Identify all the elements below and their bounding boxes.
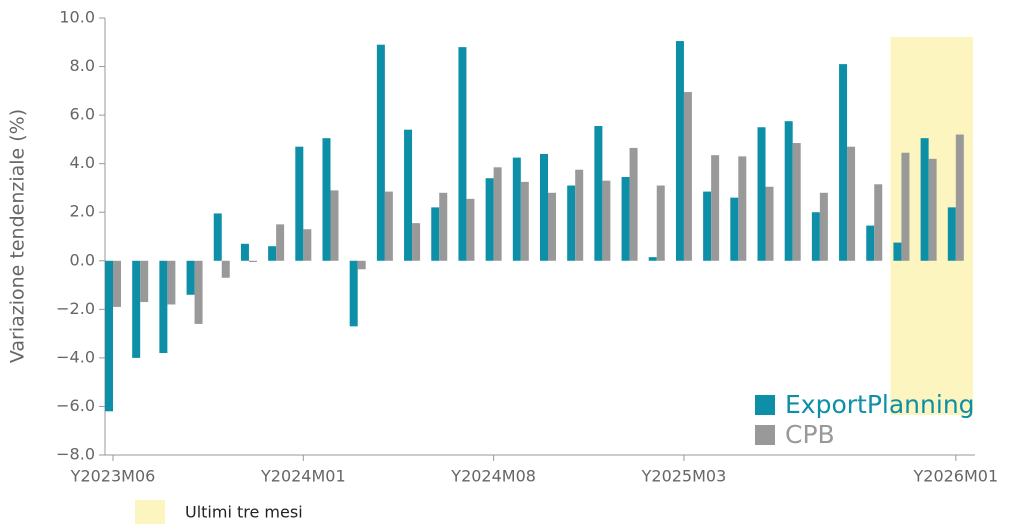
bar [303,229,312,261]
bar [186,260,195,295]
bar [194,260,203,324]
bar [675,41,684,261]
legend-swatch [755,395,775,415]
legend-label: CPB [785,420,835,449]
y-tick-label: 4.0 [70,153,95,172]
bar [703,191,712,261]
bar [376,44,385,261]
bar [683,92,692,261]
bar [268,246,277,261]
bar [276,224,285,261]
y-axis-label: Variazione tendenziale (%) [7,109,29,363]
bar [947,207,956,261]
x-tick-label: Y2023M06 [70,467,156,486]
bar [404,129,413,261]
x-tick-label: Y2025M03 [641,467,727,486]
bar [384,191,393,261]
y-tick-label: 2.0 [70,202,95,221]
bar [357,260,366,270]
bar [847,146,856,261]
bar [322,138,331,261]
bar [330,190,339,261]
highlight-legend-swatch [135,500,165,524]
bar [140,260,149,303]
bar [132,260,141,358]
x-tick-label: Y2024M01 [260,467,346,486]
bar [458,47,467,261]
bar [520,181,529,261]
y-tick-label: −2.0 [56,299,95,318]
bar [485,178,494,261]
bar [159,260,168,354]
y-tick-label: 0.0 [70,250,95,269]
bar [738,156,747,261]
bar [512,157,521,261]
bar [493,167,502,261]
bar [602,180,611,261]
bar [901,152,910,261]
bar [548,192,556,261]
bar [920,138,929,261]
bar [105,260,113,412]
x-tick-label: Y2026M01 [912,467,998,486]
bar [730,197,739,261]
bar [648,257,657,261]
highlight-legend-label: Ultimi tre mesi [185,503,303,522]
bar [213,213,222,261]
bar [594,126,603,261]
bar [765,186,774,261]
y-tick-label: 8.0 [70,56,95,75]
bar [221,260,230,278]
bar [113,260,121,307]
legend-label: ExportPlanning [785,390,975,419]
bar [874,184,883,261]
bar [466,198,475,261]
bar [412,223,421,261]
bar [431,207,440,261]
bar [656,185,665,261]
bar [439,192,448,261]
bar [893,242,902,261]
bar [784,121,793,261]
bar [621,177,630,261]
bar [240,243,249,261]
legend-swatch [755,425,775,445]
bar [928,158,937,261]
bar [955,134,964,261]
bar [349,260,358,327]
bar [839,64,848,261]
bar [567,185,576,261]
bar [575,169,584,261]
bar [167,260,176,305]
y-tick-label: −4.0 [56,347,95,366]
y-tick-label: 10.0 [59,8,95,27]
bar [866,225,875,261]
bar [811,212,820,261]
bar [792,143,801,261]
bar [295,146,304,261]
y-tick-label: −8.0 [56,445,95,464]
x-tick-label: Y2024M08 [450,467,536,486]
y-tick-label: −6.0 [56,396,95,415]
bar [540,153,548,261]
bar [629,147,638,261]
y-tick-label: 6.0 [70,105,95,124]
bar [711,155,720,261]
bar [819,192,828,261]
bar [757,127,766,261]
bar [248,260,257,262]
